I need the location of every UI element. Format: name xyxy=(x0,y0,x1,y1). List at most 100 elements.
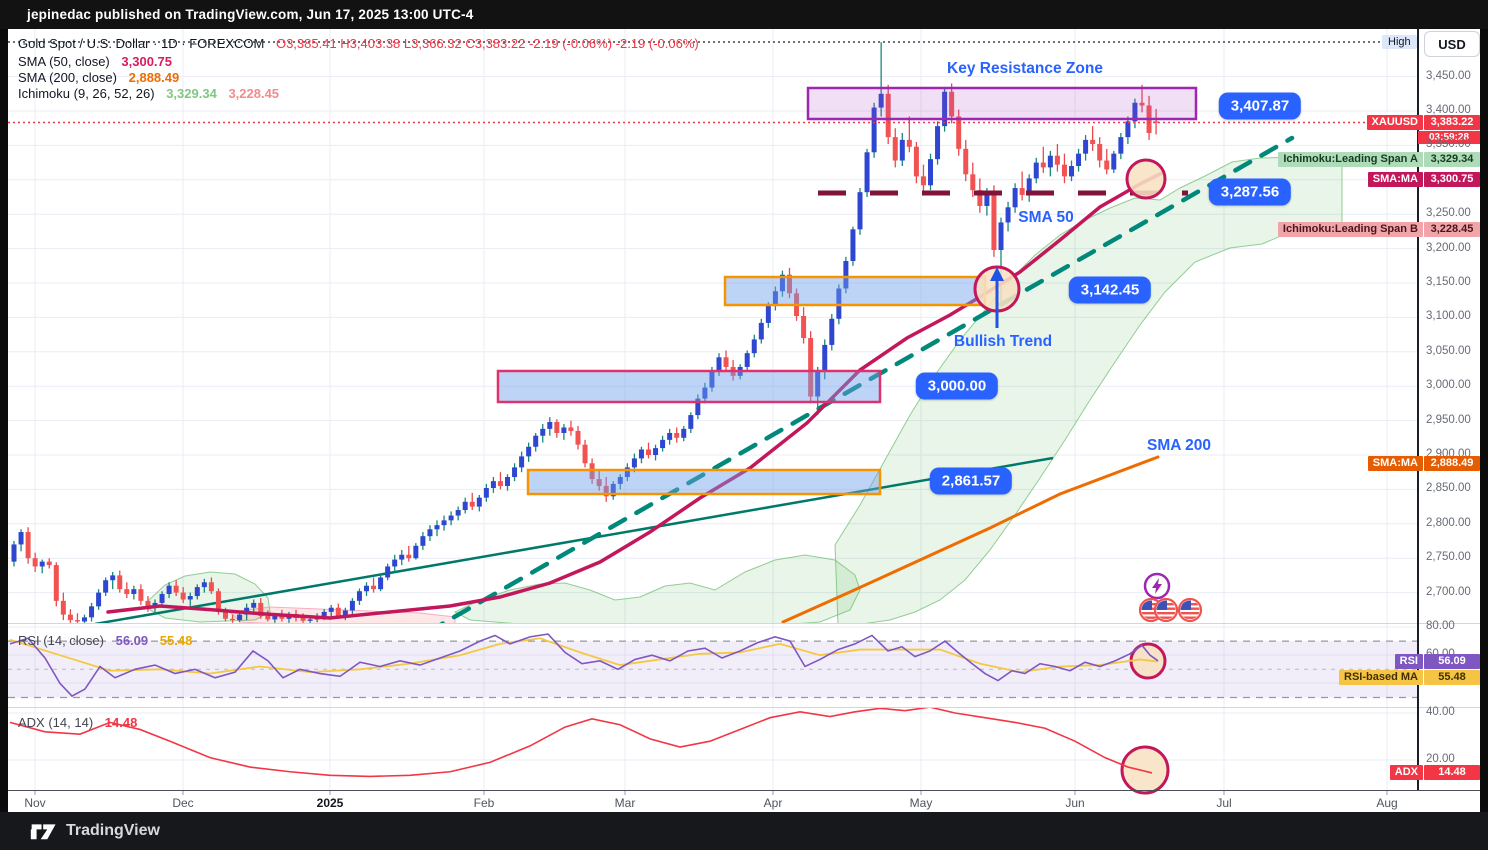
adx-legend-value: 14.48 xyxy=(104,715,138,730)
time-label-Dec[interactable]: Dec xyxy=(172,796,194,810)
time-label-May[interactable]: May xyxy=(909,796,933,810)
ichimoku-legend-row[interactable]: Ichimoku (9, 26, 52, 26) 3,329.34 3,228.… xyxy=(18,86,279,101)
time-label-2025[interactable]: 2025 xyxy=(316,796,344,810)
time-tick xyxy=(1223,791,1225,795)
price-tick-3150: 3,150.00 xyxy=(1426,276,1471,288)
ichimoku-span-b-value: 3,228.45 xyxy=(228,86,280,101)
price-pill-2861[interactable]: 2,861.57 xyxy=(929,467,1013,495)
sma200-legend-label: SMA (200, close) xyxy=(18,70,117,85)
price-tick-3100: 3,100.00 xyxy=(1426,310,1471,323)
footer-bar: TradingView xyxy=(0,812,1488,850)
axis-badge-label-rsi-axis: RSI xyxy=(1394,653,1423,669)
price-tick-3450: 3,450.00 xyxy=(1426,69,1471,82)
price-pill-3407[interactable]: 3,407.87 xyxy=(1218,92,1302,120)
sma50-legend-value: 3,300.75 xyxy=(121,54,172,69)
attribution-text: jepinedac published on TradingView.com, … xyxy=(27,7,474,22)
axis-badge-value-adx-axis: 14.48 xyxy=(1424,765,1480,780)
ichimoku-legend-label: Ichimoku (9, 26, 52, 26) xyxy=(18,86,155,101)
attribution-bar: jepinedac published on TradingView.com, … xyxy=(0,0,1488,29)
axis-badge-label-ichimoku-span-a: Ichimoku:Leading Span A xyxy=(1278,152,1423,167)
time-label-Jul[interactable]: Jul xyxy=(1216,796,1232,810)
axis-badge-value-sma200-axis: 2,888.49 xyxy=(1424,455,1480,471)
axis-badge-label-ichimoku-span-b: Ichimoku:Leading Span B xyxy=(1277,221,1423,237)
rsi-legend-value: 56.09 xyxy=(115,633,149,648)
adx-legend-label: ADX (14, 14) xyxy=(18,715,94,730)
axis-badge-value-rsi-ma-axis: 55.48 xyxy=(1424,670,1480,685)
axis-badge-value-ichimoku-span-b: 3,228.45 xyxy=(1424,221,1480,237)
sma50-legend-row[interactable]: SMA (50, close) 3,300.75 xyxy=(18,54,172,69)
ichimoku-span-a-value: 3,329.34 xyxy=(166,86,217,101)
time-label-Nov[interactable]: Nov xyxy=(24,796,46,810)
price-tick-3350: 3,350.00 xyxy=(1426,138,1471,151)
time-tick xyxy=(329,791,331,795)
time-tick xyxy=(772,791,774,795)
time-label-Aug[interactable]: Aug xyxy=(1376,796,1398,810)
price-pill-3000[interactable]: 3,000.00 xyxy=(915,372,999,400)
price-tick-2950: 2,950.00 xyxy=(1426,413,1471,426)
time-label-Feb[interactable]: Feb xyxy=(473,796,495,810)
tradingview-logo-icon xyxy=(30,824,56,840)
axis-badge-label-rsi-ma-axis: RSI-based MA xyxy=(1339,670,1423,685)
time-tick xyxy=(920,791,922,795)
tradingview-logo[interactable]: TradingView xyxy=(30,819,160,843)
axis-badge-value-sma50-axis: 3,300.75 xyxy=(1424,171,1480,187)
sma50-label[interactable]: SMA 50 xyxy=(1018,209,1074,226)
axis-badge-value-xauusd-price: 3,383.22 xyxy=(1424,115,1480,130)
symbol-title: Gold Spot / U.S. Dollar · 1D · FOREXCOM xyxy=(18,36,265,51)
time-axis-border xyxy=(8,790,1480,791)
axis-badge-value-rsi-axis: 56.09 xyxy=(1424,653,1480,669)
rsi-pane-separator[interactable] xyxy=(8,623,1480,624)
adx-tick: 20.00 xyxy=(1426,753,1455,765)
symbol-ohlc-values: O3,385.41 H3,403.38 L3,366.32 C3,383.22 … xyxy=(275,36,699,51)
adx-legend-row[interactable]: ADX (14, 14) 14.48 xyxy=(18,715,137,730)
tradingview-brand-text: TradingView xyxy=(66,822,160,839)
time-label-Mar[interactable]: Mar xyxy=(614,796,636,810)
price-tick-3000: 3,000.00 xyxy=(1426,379,1471,392)
time-tick xyxy=(624,791,626,795)
currency-toggle-button[interactable]: USD xyxy=(1424,31,1480,57)
axis-badge-ichimoku-span-b: Ichimoku:Leading Span B 3,228.45 xyxy=(1277,221,1480,237)
time-tick xyxy=(34,791,36,795)
axis-badge-label-adx-axis: ADX xyxy=(1389,765,1423,780)
symbol-legend-row[interactable]: Gold Spot / U.S. Dollar · 1D · FOREXCOM … xyxy=(18,36,699,51)
time-tick xyxy=(1386,791,1388,795)
axis-badge-rsi-axis: RSI 56.09 xyxy=(1394,653,1480,669)
price-tick-2850: 2,850.00 xyxy=(1426,482,1471,495)
sma200-label[interactable]: SMA 200 xyxy=(1146,437,1212,454)
bullish-trend-label[interactable]: Bullish Trend xyxy=(953,333,1053,350)
axis-badge-sma50-axis: SMA:MA 3,300.75 xyxy=(1367,171,1480,187)
key-resistance-zone-label[interactable]: Key Resistance Zone xyxy=(947,60,1103,77)
high-line-label: High xyxy=(1382,35,1417,49)
price-tick-2750: 2,750.00 xyxy=(1426,551,1471,564)
rsi-tick: 80.00 xyxy=(1426,620,1455,632)
axis-badge-label-sma50-axis: SMA:MA xyxy=(1367,171,1423,187)
time-tick xyxy=(1074,791,1076,795)
sma200-legend-row[interactable]: SMA (200, close) 2,888.49 xyxy=(18,70,179,85)
axis-badge-value-ichimoku-span-a: 3,329.34 xyxy=(1424,152,1480,167)
price-axis-border xyxy=(1417,29,1419,790)
price-tick-3050: 3,050.00 xyxy=(1426,344,1471,357)
adx-pane-separator[interactable] xyxy=(8,707,1480,708)
axis-badge-label-sma200-axis: SMA:MA xyxy=(1367,455,1423,471)
axis-badge-ichimoku-span-a: Ichimoku:Leading Span A 3,329.34 xyxy=(1278,152,1480,167)
price-pill-3287[interactable]: 3,287.56 xyxy=(1208,178,1292,206)
price-tick-2700: 2,700.00 xyxy=(1426,585,1471,598)
sma50-legend-label: SMA (50, close) xyxy=(18,54,110,69)
chart-background[interactable] xyxy=(8,29,1480,812)
axis-badge-sma200-axis: SMA:MA 2,888.49 xyxy=(1367,455,1480,471)
axis-badge-label-xauusd-price: XAUUSD xyxy=(1366,115,1423,130)
time-label-Apr[interactable]: Apr xyxy=(763,796,783,810)
time-label-Jun[interactable]: Jun xyxy=(1065,796,1085,810)
bar-countdown-timer: 03:59:28 xyxy=(1418,130,1480,144)
sma200-legend-value: 2,888.49 xyxy=(128,70,180,85)
price-pill-3142[interactable]: 3,142.45 xyxy=(1068,276,1152,304)
price-tick-3400: 3,400.00 xyxy=(1426,104,1471,116)
time-tick xyxy=(483,791,485,795)
rsi-legend-label: RSI (14, close) xyxy=(18,633,104,648)
rsi-legend-row[interactable]: RSI (14, close) 56.09 55.48 xyxy=(18,633,192,648)
axis-badge-adx-axis: ADX 14.48 xyxy=(1389,765,1480,780)
adx-tick: 40.00 xyxy=(1426,706,1455,718)
axis-badge-rsi-ma-axis: RSI-based MA 55.48 xyxy=(1339,670,1480,685)
